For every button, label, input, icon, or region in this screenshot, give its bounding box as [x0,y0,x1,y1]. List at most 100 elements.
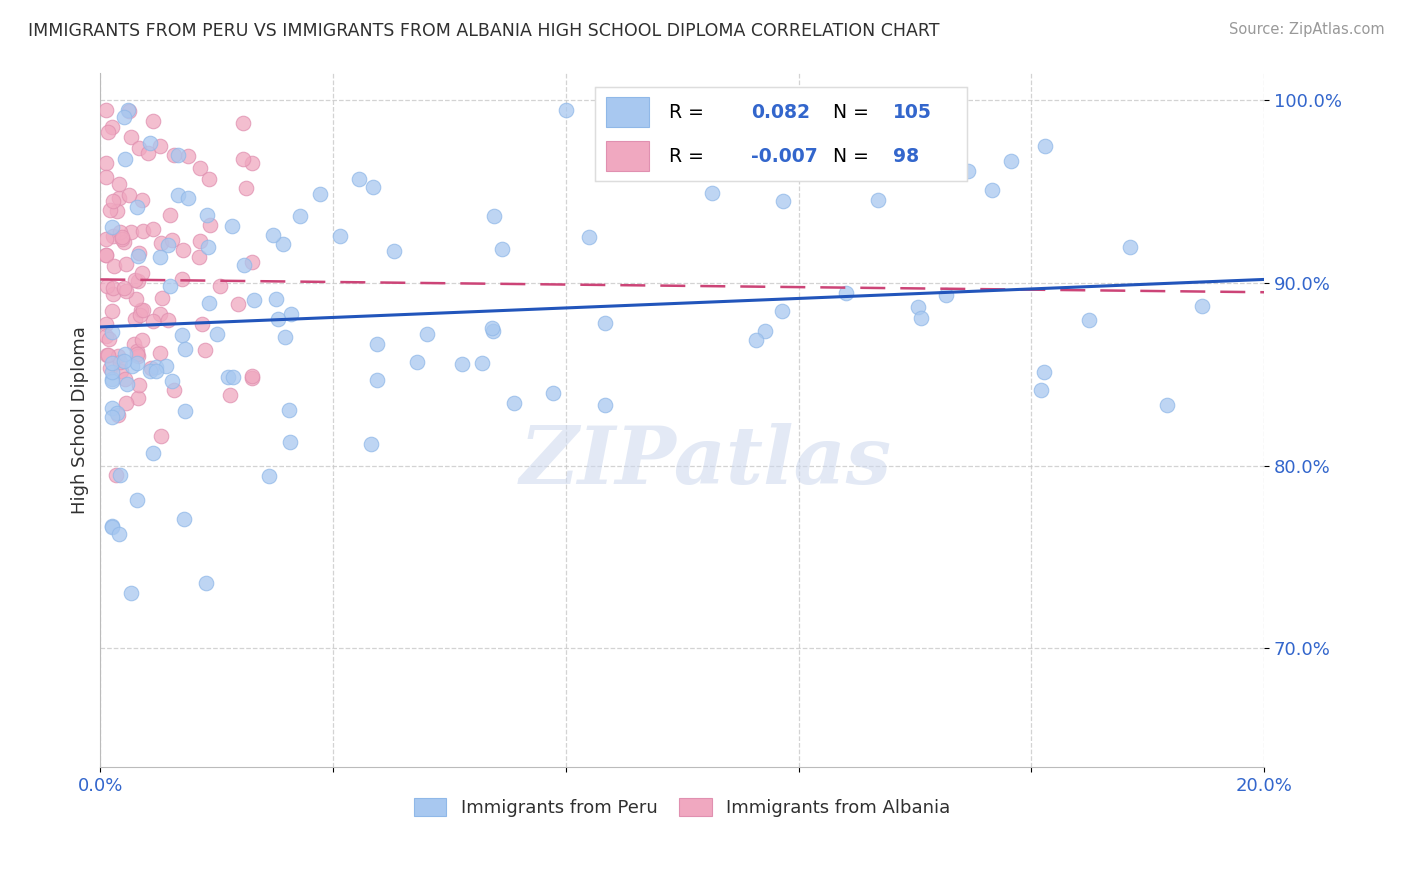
Point [105,467,128,482]
Point [491,242,513,256]
Point [124,273,146,287]
Point [233,258,256,272]
Point [96,348,118,362]
Point [110,364,132,378]
Point [555,103,578,117]
Point [120,585,142,599]
Point [128,141,150,155]
Point [142,222,165,236]
Point [101,372,124,386]
Point [131,193,153,207]
Point [96,248,118,262]
Point [101,409,124,424]
Point [139,360,162,375]
Point [125,200,148,214]
Point [132,224,155,238]
Point [114,372,136,386]
Point [578,230,600,244]
Point [274,329,297,343]
Point [240,255,263,269]
Point [702,186,724,201]
Point [198,172,221,186]
Point [1033,366,1056,380]
Point [197,296,219,310]
Point [107,527,129,541]
Point [1191,299,1213,313]
Point [114,152,136,166]
Point [471,356,494,370]
Point [108,467,131,482]
Point [406,355,429,369]
Point [264,292,287,306]
Point [131,302,153,317]
Point [262,227,284,242]
Point [96,317,118,331]
Point [221,219,243,233]
Point [382,244,405,258]
Point [366,373,388,387]
Point [136,146,159,161]
Point [361,180,384,194]
Point [142,446,165,460]
Point [416,326,439,341]
Point [149,307,172,321]
Point [188,250,211,264]
Point [149,429,172,443]
Point [128,378,150,392]
Point [114,346,136,360]
Point [205,327,228,342]
Point [127,391,149,405]
Point [127,356,149,370]
Point [226,297,249,311]
Point [108,225,131,239]
Point [163,383,186,397]
Y-axis label: High School Diploma: High School Diploma [72,326,89,514]
Point [124,292,146,306]
Point [142,113,165,128]
Point [744,333,766,347]
Point [120,129,142,144]
Point [101,518,124,533]
Point [127,274,149,288]
Point [267,312,290,326]
Point [240,156,263,170]
Point [96,248,118,262]
Legend: Immigrants from Peru, Immigrants from Albania: Immigrants from Peru, Immigrants from Al… [406,790,957,824]
Point [167,187,190,202]
Point [118,104,141,119]
Point [240,371,263,385]
Point [101,287,124,301]
Point [170,272,193,286]
Point [288,209,311,223]
Point [96,232,118,246]
Point [108,355,131,369]
Point [101,401,124,416]
Point [835,286,858,301]
Point [101,281,124,295]
Point [101,325,124,339]
Point [173,342,195,356]
Point [101,365,124,379]
Point [278,402,301,417]
Point [125,492,148,507]
Point [1156,398,1178,412]
Point [194,343,217,357]
Text: ZIPatlas: ZIPatlas [519,423,891,500]
Point [159,208,181,222]
Point [149,346,172,360]
Point [150,236,173,251]
Point [112,281,135,295]
Point [131,333,153,347]
Point [107,349,129,363]
Point [197,208,219,222]
Point [162,148,184,162]
Point [112,110,135,124]
Point [1033,139,1056,153]
Point [101,520,124,534]
Point [197,240,219,254]
Point [198,219,221,233]
Point [935,288,957,302]
Point [111,230,134,244]
Point [127,349,149,363]
Point [593,317,616,331]
